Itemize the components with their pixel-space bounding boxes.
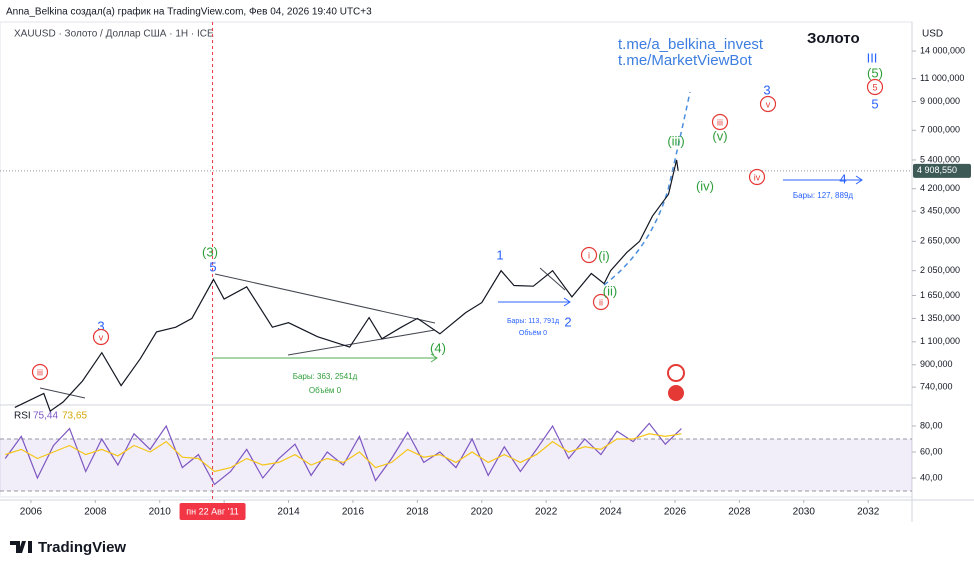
x-tick-label: 2028 (728, 507, 751, 518)
x-tick-label: 2032 (857, 507, 880, 518)
x-tick-label: 2010 (149, 507, 172, 518)
y-tick-label: 80,00 (920, 420, 943, 430)
y-tick-label: 900,000 (920, 359, 953, 369)
wave-label: v (99, 332, 104, 342)
y-tick-label: 2 650,000 (920, 236, 960, 246)
x-tick-label: 2030 (793, 507, 816, 518)
crosshair-label-box (179, 503, 246, 520)
arrow-head (563, 297, 571, 307)
y-tick-label: 11 000,000 (920, 73, 964, 83)
trend-line (214, 273, 436, 324)
wave-circle (759, 95, 777, 113)
wave-label: 5 (871, 96, 878, 111)
wave-label: 2 (564, 314, 571, 329)
author-line: Anna_Belkina создал(а) график на Trading… (6, 6, 372, 18)
y-tick-label: 3 450,000 (920, 206, 960, 216)
rsi-value: 75,44 (33, 411, 58, 422)
wave-label: (3) (202, 244, 218, 259)
wave-label: 3 (97, 318, 104, 333)
x-tick-label: 2006 (20, 507, 43, 518)
drawings (39, 91, 863, 401)
series-line (5, 433, 682, 473)
wave-label: iv (754, 172, 761, 182)
x-tick-label: 2020 (471, 507, 494, 518)
y-tick-label: 1 350,000 (920, 313, 960, 323)
symbol-line: XAUUSD · Золото / Доллар США · 1H · ICE (14, 29, 214, 40)
y-tick-label: 14 000,000 (920, 45, 965, 55)
wave-label: ii (599, 297, 603, 307)
wave-label: iii (37, 367, 43, 377)
wave-label: (ii) (603, 283, 617, 298)
wave-label: 3 (763, 82, 770, 97)
wave-label: iii (717, 117, 723, 127)
measure-label: Бары: 113, 791д (507, 318, 559, 325)
wave-label: 4 (839, 171, 846, 186)
x-tick-label: 2018 (406, 507, 429, 518)
ma-value: 73,65 (62, 411, 87, 422)
x-tick-label: 2016 (342, 507, 365, 518)
wave-label: 5 (872, 82, 877, 92)
arrow-head (855, 175, 863, 185)
wave-label: 1 (496, 247, 503, 262)
wave-circle (92, 328, 110, 346)
crosshair-label: пн 22 Авг '11 (186, 506, 238, 516)
y-tick-label: 60,00 (920, 446, 943, 456)
asset-title: Золото (807, 30, 860, 47)
wave-label: III (867, 50, 878, 65)
trend-line (39, 387, 86, 399)
wave-label: 5 (209, 259, 216, 274)
logo: TradingView (38, 539, 126, 556)
last-price-label: 4 908,550 (917, 165, 957, 175)
price-line (14, 159, 679, 413)
y-tick-label: 1 100,000 (920, 336, 960, 346)
trend-line (539, 267, 566, 291)
link[interactable]: t.me/a_belkina_invest (618, 36, 764, 53)
y-tick-label: 2 050,000 (920, 265, 960, 275)
x-tick-label: 2026 (664, 507, 687, 518)
wave-label: (i) (598, 248, 610, 263)
y-tick-label: 9 000,000 (920, 96, 960, 106)
forecast-path (603, 91, 691, 286)
y-tick-label: 740,000 (920, 382, 953, 392)
y-tick-label: 7 000,000 (920, 125, 960, 135)
wave-label: (iv) (696, 178, 714, 193)
currency: USD (922, 29, 943, 40)
wave-circle (592, 293, 610, 311)
measure-label: Объём 0 (309, 386, 342, 395)
last-price-box (913, 163, 971, 178)
y-tick-label: 4 200,000 (920, 183, 960, 193)
event-icon[interactable] (668, 385, 684, 401)
link[interactable]: t.me/MarketViewBot (618, 52, 753, 69)
wave-circle (748, 168, 766, 186)
series-line (4, 422, 682, 486)
measure-label: Объём 0 (519, 329, 547, 337)
x-tick-label: 2022 (535, 507, 558, 518)
wave-label: (5) (867, 65, 883, 80)
wave-circle (31, 363, 49, 381)
wave-circle (580, 246, 598, 264)
y-tick-label: 40,00 (920, 472, 943, 482)
measure-label: Бары: 363, 2541д (293, 372, 358, 381)
x-tick-label: 2008 (84, 507, 107, 518)
x-tick-label: 2014 (277, 507, 300, 518)
wave-label: v (766, 99, 771, 109)
wave-circle (711, 113, 729, 131)
rsi-title: RSI (14, 411, 31, 422)
arrow-head (430, 353, 438, 363)
wave-label: (v) (712, 128, 727, 143)
y-tick-label: 1 650,000 (920, 290, 960, 300)
wave-circle (866, 78, 884, 96)
y-tick-label: 5 400,000 (920, 154, 960, 164)
wave-label: (iii) (667, 133, 684, 148)
x-tick-label: 2024 (599, 507, 622, 518)
wave-label: (4) (430, 340, 446, 355)
trend-line (287, 329, 436, 356)
measure-label: Бары: 127, 889д (793, 191, 853, 200)
event-icon[interactable] (667, 364, 685, 382)
logo-icon (10, 541, 32, 553)
wave-label: i (588, 250, 590, 260)
